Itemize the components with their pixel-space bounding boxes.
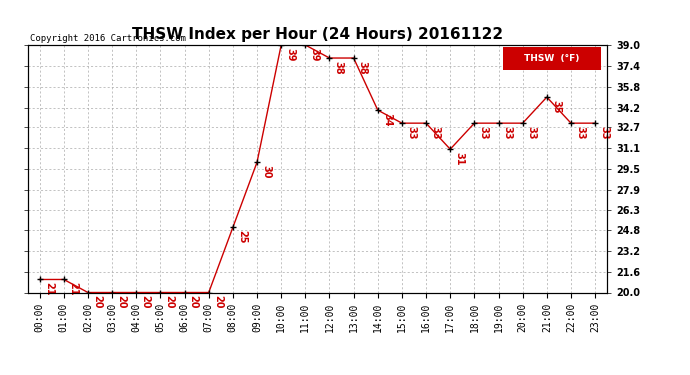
Text: 20: 20 bbox=[141, 295, 150, 309]
Text: 21: 21 bbox=[44, 282, 54, 296]
Text: 21: 21 bbox=[68, 282, 78, 296]
Title: THSW Index per Hour (24 Hours) 20161122: THSW Index per Hour (24 Hours) 20161122 bbox=[132, 27, 503, 42]
Text: 20: 20 bbox=[117, 295, 126, 309]
Text: 38: 38 bbox=[358, 61, 368, 74]
Text: 33: 33 bbox=[600, 126, 609, 140]
Text: 39: 39 bbox=[310, 48, 319, 61]
Text: 20: 20 bbox=[165, 295, 175, 309]
Text: 33: 33 bbox=[406, 126, 416, 140]
Text: 33: 33 bbox=[431, 126, 440, 140]
Text: 38: 38 bbox=[334, 61, 344, 74]
Text: 30: 30 bbox=[262, 165, 271, 178]
Text: 20: 20 bbox=[92, 295, 102, 309]
Text: 31: 31 bbox=[455, 152, 464, 165]
Text: 33: 33 bbox=[503, 126, 513, 140]
Text: 35: 35 bbox=[551, 100, 561, 113]
Text: 20: 20 bbox=[189, 295, 199, 309]
Text: 39: 39 bbox=[286, 48, 295, 61]
Text: 33: 33 bbox=[575, 126, 585, 140]
Text: 20: 20 bbox=[213, 295, 223, 309]
Text: 34: 34 bbox=[382, 113, 392, 126]
Text: 33: 33 bbox=[527, 126, 537, 140]
Text: 25: 25 bbox=[237, 230, 247, 244]
Text: Copyright 2016 Cartronics.com: Copyright 2016 Cartronics.com bbox=[30, 33, 186, 42]
Text: 33: 33 bbox=[479, 126, 489, 140]
